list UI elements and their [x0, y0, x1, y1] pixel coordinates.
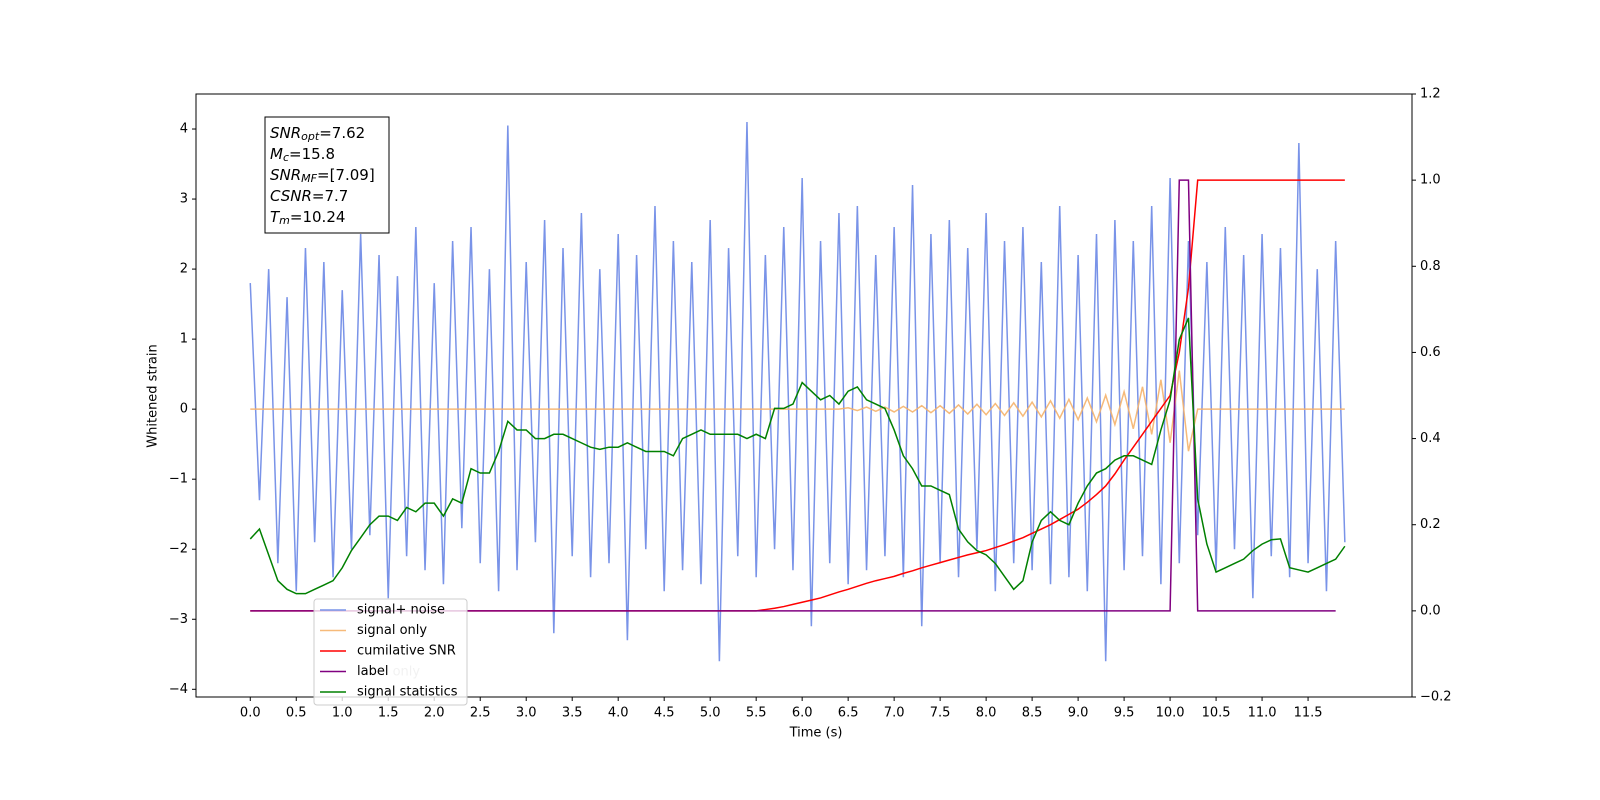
annotation-symbol: SNR: [270, 166, 301, 184]
x-tick-label: 1.0: [332, 706, 353, 721]
x-tick-label: 10.5: [1202, 706, 1231, 721]
legend-box: [313, 598, 468, 706]
y-tick-label: −4: [169, 682, 188, 697]
annotation-box: [264, 116, 390, 234]
x-tick-label: 1.5: [378, 706, 399, 721]
x-tick-label: 3.5: [562, 706, 583, 721]
x-tick-label: 0.0: [240, 706, 261, 721]
x-tick-label: 2.0: [424, 706, 445, 721]
x-tick-label: 7.5: [930, 706, 951, 721]
legend-label: label: [357, 664, 388, 679]
annotation-value: =7.62: [319, 124, 365, 142]
annotation-sub: opt: [301, 130, 320, 143]
y-tick-label: 2: [180, 262, 188, 277]
y-tick-label: 1: [180, 332, 188, 347]
series-line: [249, 121, 1346, 662]
annotation-line: CSNR=7.7: [270, 187, 348, 205]
x-tick-label: 4.5: [654, 706, 675, 721]
annotation-sub: c: [283, 151, 289, 164]
y-tick-label: 0: [180, 402, 188, 417]
legend-label: signal only: [357, 623, 427, 638]
series-line: [249, 317, 1346, 595]
annotation-value: =7.7: [312, 187, 348, 205]
x-tick-label: 2.5: [470, 706, 491, 721]
x-tick-label: 11.0: [1248, 706, 1277, 721]
annotation-symbol: CSNR: [270, 187, 312, 205]
x-tick-label: 6.5: [838, 706, 859, 721]
annotation-value: =15.8: [289, 145, 335, 163]
x-tick-label: 11.5: [1294, 706, 1323, 721]
annotation-value: =[7.09]: [317, 166, 375, 184]
plot-frame: [195, 93, 1413, 698]
x-tick-label: 10.0: [1156, 706, 1185, 721]
annotation-symbol: SNR: [270, 124, 301, 142]
annotation-sub: m: [279, 214, 290, 227]
x-tick-label: 5.5: [746, 706, 767, 721]
annotation-symbol: T: [270, 208, 281, 226]
x-tick-label: 7.0: [884, 706, 905, 721]
legend-label: cumilative SNR: [357, 644, 456, 659]
x-tick-label: 8.5: [1022, 706, 1043, 721]
x-tick-label: 0.5: [286, 706, 307, 721]
y-tick-label: −3: [169, 612, 188, 627]
annotation-sub: MF: [301, 172, 317, 185]
y-tick-label: 3: [180, 192, 188, 207]
y2-tick-label: 1.2: [1420, 87, 1441, 102]
y2-tick-label: 0.8: [1420, 259, 1441, 274]
y-tick-label: 4: [180, 122, 188, 137]
annotation-line: Mc=15.8: [270, 145, 335, 165]
x-tick-label: 6.0: [792, 706, 813, 721]
y2-tick-label: 0.0: [1420, 603, 1441, 618]
x-tick-label: 9.5: [1114, 706, 1135, 721]
series-line: [250, 370, 1345, 452]
legend-label: signal statistics: [357, 685, 458, 700]
annotation-symbol: M: [270, 145, 283, 163]
legend-label: signal+ noise: [357, 603, 445, 618]
x-tick-label: 5.0: [700, 706, 721, 721]
y2-tick-label: 0.2: [1420, 517, 1441, 532]
x-tick-label: 3.0: [516, 706, 537, 721]
y-tick-label: −2: [169, 542, 188, 557]
annotation-line: Tm=10.24: [270, 208, 345, 228]
annotation-line: SNRMF=[7.09]: [270, 166, 375, 186]
y2-tick-label: −0.2: [1420, 690, 1452, 705]
x-tick-label: 9.0: [1068, 706, 1089, 721]
y-axis-label: Whitened strain: [146, 344, 161, 447]
x-axis-label: Time (s): [789, 726, 843, 741]
y2-tick-label: 1.0: [1420, 173, 1441, 188]
annotation-value: =10.24: [290, 208, 346, 226]
annotation-line: SNRopt=7.62: [270, 124, 365, 144]
y2-tick-label: 0.6: [1420, 345, 1441, 360]
x-tick-label: 4.0: [608, 706, 629, 721]
y-tick-label: −1: [169, 472, 188, 487]
y2-tick-label: 0.4: [1420, 431, 1441, 446]
x-tick-label: 8.0: [976, 706, 997, 721]
